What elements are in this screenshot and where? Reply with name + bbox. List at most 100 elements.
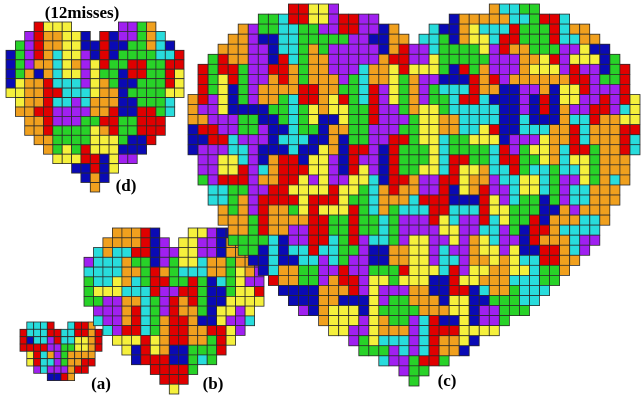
cell [25,31,34,40]
cell [600,195,610,205]
cell [238,175,248,185]
cell [409,316,419,326]
cell [72,60,81,69]
cell [198,115,208,125]
cell [379,155,389,165]
cell [399,296,409,306]
cell [62,88,71,97]
cell [369,64,379,74]
cell [369,185,379,195]
cell [137,126,146,135]
cell [509,155,519,165]
cell [34,322,41,329]
cell [319,84,329,94]
cell [238,64,248,74]
cell [179,375,189,385]
cell [540,34,550,44]
cell [369,245,379,255]
cell [268,74,278,84]
cell [207,238,217,248]
cell [128,135,137,144]
cell [590,54,600,64]
cell [299,44,309,54]
cell [41,351,48,358]
cell [439,175,449,185]
cell [520,235,530,245]
cell [208,155,218,165]
cell [600,54,610,64]
cell [165,41,174,50]
cell [198,267,208,277]
cell [329,185,339,195]
cell [288,125,298,135]
cell [75,344,82,351]
cell [540,64,550,74]
cell [228,105,238,115]
cell [309,64,319,74]
cell [81,31,90,40]
cell [141,267,151,277]
cell [90,135,99,144]
cell [349,74,359,84]
cell [68,351,75,358]
cell [319,265,329,275]
cell [248,235,258,245]
cell [419,185,429,195]
cell [329,296,339,306]
cell [620,95,630,105]
cell [118,79,127,88]
cell [550,34,560,44]
cell [236,267,246,277]
cell [188,345,198,355]
cell [329,275,339,285]
cell [118,41,127,50]
cell [188,115,198,125]
cell [369,175,379,185]
cell [44,69,53,78]
cell [90,183,99,192]
cell [379,145,389,155]
cell [389,275,399,285]
cell [128,69,137,78]
cell [169,384,179,394]
cell [580,235,590,245]
cell [329,195,339,205]
cell [369,44,379,54]
cell [610,74,620,84]
cell [25,50,34,59]
cell [369,215,379,225]
cell [540,125,550,135]
cell [419,356,429,366]
cell [72,116,81,125]
cell [81,126,90,135]
cell [72,135,81,144]
cell [590,235,600,245]
cell [449,306,459,316]
cell [122,326,131,336]
cell [137,50,146,59]
cell [389,24,399,34]
cell [248,125,258,135]
cell [278,155,288,165]
cell [228,145,238,155]
cell [309,135,319,145]
cell [379,356,389,366]
cell [580,105,590,115]
cell [160,316,170,326]
cell [489,115,499,125]
cell [94,316,104,326]
cell [570,235,580,245]
cell [359,346,369,356]
cell [409,285,419,295]
cell [258,145,268,155]
cell [479,64,489,74]
cell [499,155,509,165]
cell [100,126,109,135]
cell [268,255,278,265]
cell [439,346,449,356]
cell [329,44,339,54]
cell [499,235,509,245]
cell [236,326,246,336]
cell [68,337,75,344]
cell [245,296,255,306]
